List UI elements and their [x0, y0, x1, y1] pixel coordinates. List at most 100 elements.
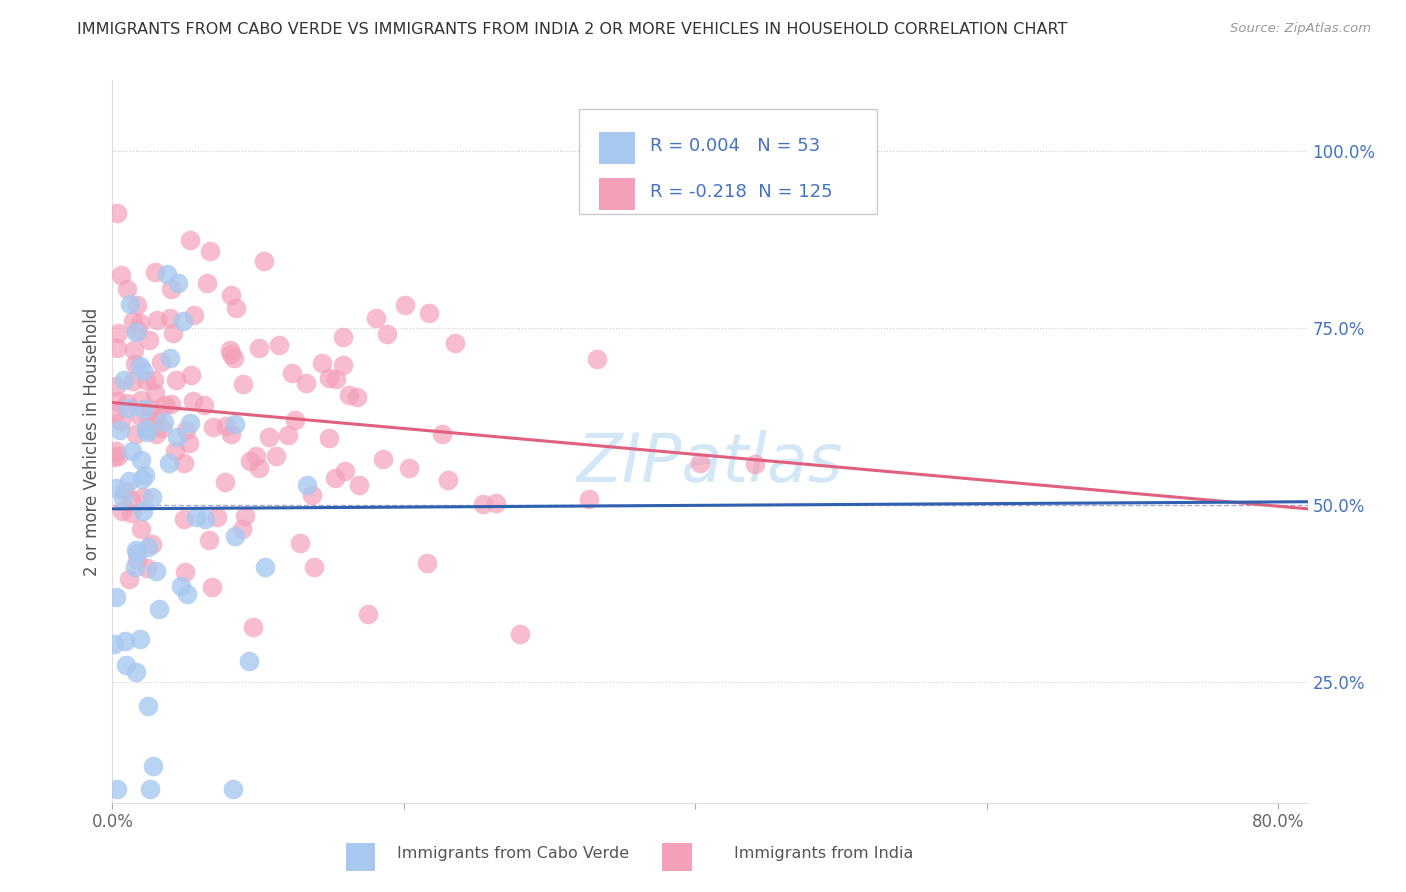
- Point: [114, 634, 136, 648]
- Point: [253, 254, 276, 268]
- Point: [129, 452, 152, 467]
- Point: [586, 352, 609, 367]
- Point: [198, 244, 221, 258]
- Point: [222, 351, 245, 365]
- Point: [107, 326, 129, 340]
- Point: [394, 297, 416, 311]
- Point: [128, 317, 150, 331]
- Point: [318, 371, 340, 385]
- Point: [264, 450, 287, 464]
- Point: [183, 308, 205, 322]
- Point: [145, 565, 167, 579]
- Point: [221, 288, 243, 302]
- Point: [578, 491, 600, 506]
- Point: [156, 268, 179, 282]
- Point: [143, 373, 166, 387]
- Point: [128, 408, 150, 422]
- Point: [176, 587, 198, 601]
- Point: [141, 490, 163, 504]
- Point: [160, 282, 183, 296]
- Point: [128, 632, 150, 646]
- Point: [166, 430, 188, 444]
- Point: [304, 559, 326, 574]
- Point: [231, 522, 253, 536]
- Point: [509, 627, 531, 641]
- Point: [218, 343, 240, 358]
- Point: [107, 449, 129, 463]
- Text: Immigrants from Cabo Verde: Immigrants from Cabo Verde: [396, 846, 628, 861]
- Point: [104, 591, 127, 605]
- Point: [332, 358, 354, 372]
- Point: [184, 510, 207, 524]
- Point: [125, 546, 148, 560]
- Point: [167, 276, 190, 290]
- Point: [198, 533, 221, 548]
- Point: [335, 464, 357, 478]
- Point: [122, 343, 145, 357]
- Point: [311, 355, 333, 369]
- Point: [179, 416, 201, 430]
- Point: [225, 301, 247, 315]
- Point: [181, 393, 204, 408]
- Point: [238, 655, 260, 669]
- Point: [215, 419, 238, 434]
- Point: [689, 456, 711, 470]
- Point: [233, 508, 256, 523]
- Point: [124, 559, 146, 574]
- Point: [242, 620, 264, 634]
- Point: [125, 553, 148, 567]
- Point: [105, 781, 128, 796]
- Point: [143, 265, 166, 279]
- Point: [142, 759, 165, 773]
- Text: IMMIGRANTS FROM CABO VERDE VS IMMIGRANTS FROM INDIA 2 OR MORE VEHICLES IN HOUSEH: IMMIGRANTS FROM CABO VERDE VS IMMIGRANTS…: [77, 22, 1067, 37]
- Point: [135, 422, 157, 436]
- Point: [108, 423, 131, 437]
- Point: [416, 557, 439, 571]
- Point: [430, 426, 453, 441]
- Point: [323, 471, 346, 485]
- Point: [165, 373, 187, 387]
- Point: [146, 406, 169, 420]
- Point: [337, 388, 360, 402]
- FancyBboxPatch shape: [346, 843, 375, 871]
- Point: [149, 354, 172, 368]
- Point: [114, 657, 136, 672]
- Point: [347, 477, 370, 491]
- Point: [120, 493, 142, 508]
- Point: [138, 415, 160, 429]
- Text: R = 0.004   N = 53: R = 0.004 N = 53: [651, 137, 821, 155]
- Point: [195, 276, 218, 290]
- Point: [356, 607, 378, 622]
- Point: [194, 512, 217, 526]
- Point: [105, 394, 128, 409]
- Point: [174, 565, 197, 579]
- Point: [124, 357, 146, 371]
- Point: [110, 268, 132, 282]
- Point: [136, 698, 159, 713]
- Point: [143, 411, 166, 425]
- Point: [129, 392, 152, 407]
- Point: [117, 401, 139, 416]
- Point: [179, 233, 201, 247]
- Point: [139, 781, 162, 796]
- Point: [346, 390, 368, 404]
- Point: [115, 396, 138, 410]
- Point: [136, 540, 159, 554]
- Point: [105, 481, 128, 495]
- Point: [105, 206, 128, 220]
- Point: [219, 347, 242, 361]
- Point: [125, 543, 148, 558]
- Point: [174, 423, 197, 437]
- Point: [138, 401, 160, 416]
- Point: [125, 323, 148, 337]
- Point: [118, 297, 141, 311]
- Point: [205, 509, 228, 524]
- Point: [125, 326, 148, 340]
- Point: [222, 781, 245, 796]
- Point: [129, 359, 152, 374]
- Point: [325, 372, 347, 386]
- FancyBboxPatch shape: [662, 843, 692, 871]
- Point: [121, 443, 143, 458]
- Point: [162, 326, 184, 340]
- Point: [132, 364, 155, 378]
